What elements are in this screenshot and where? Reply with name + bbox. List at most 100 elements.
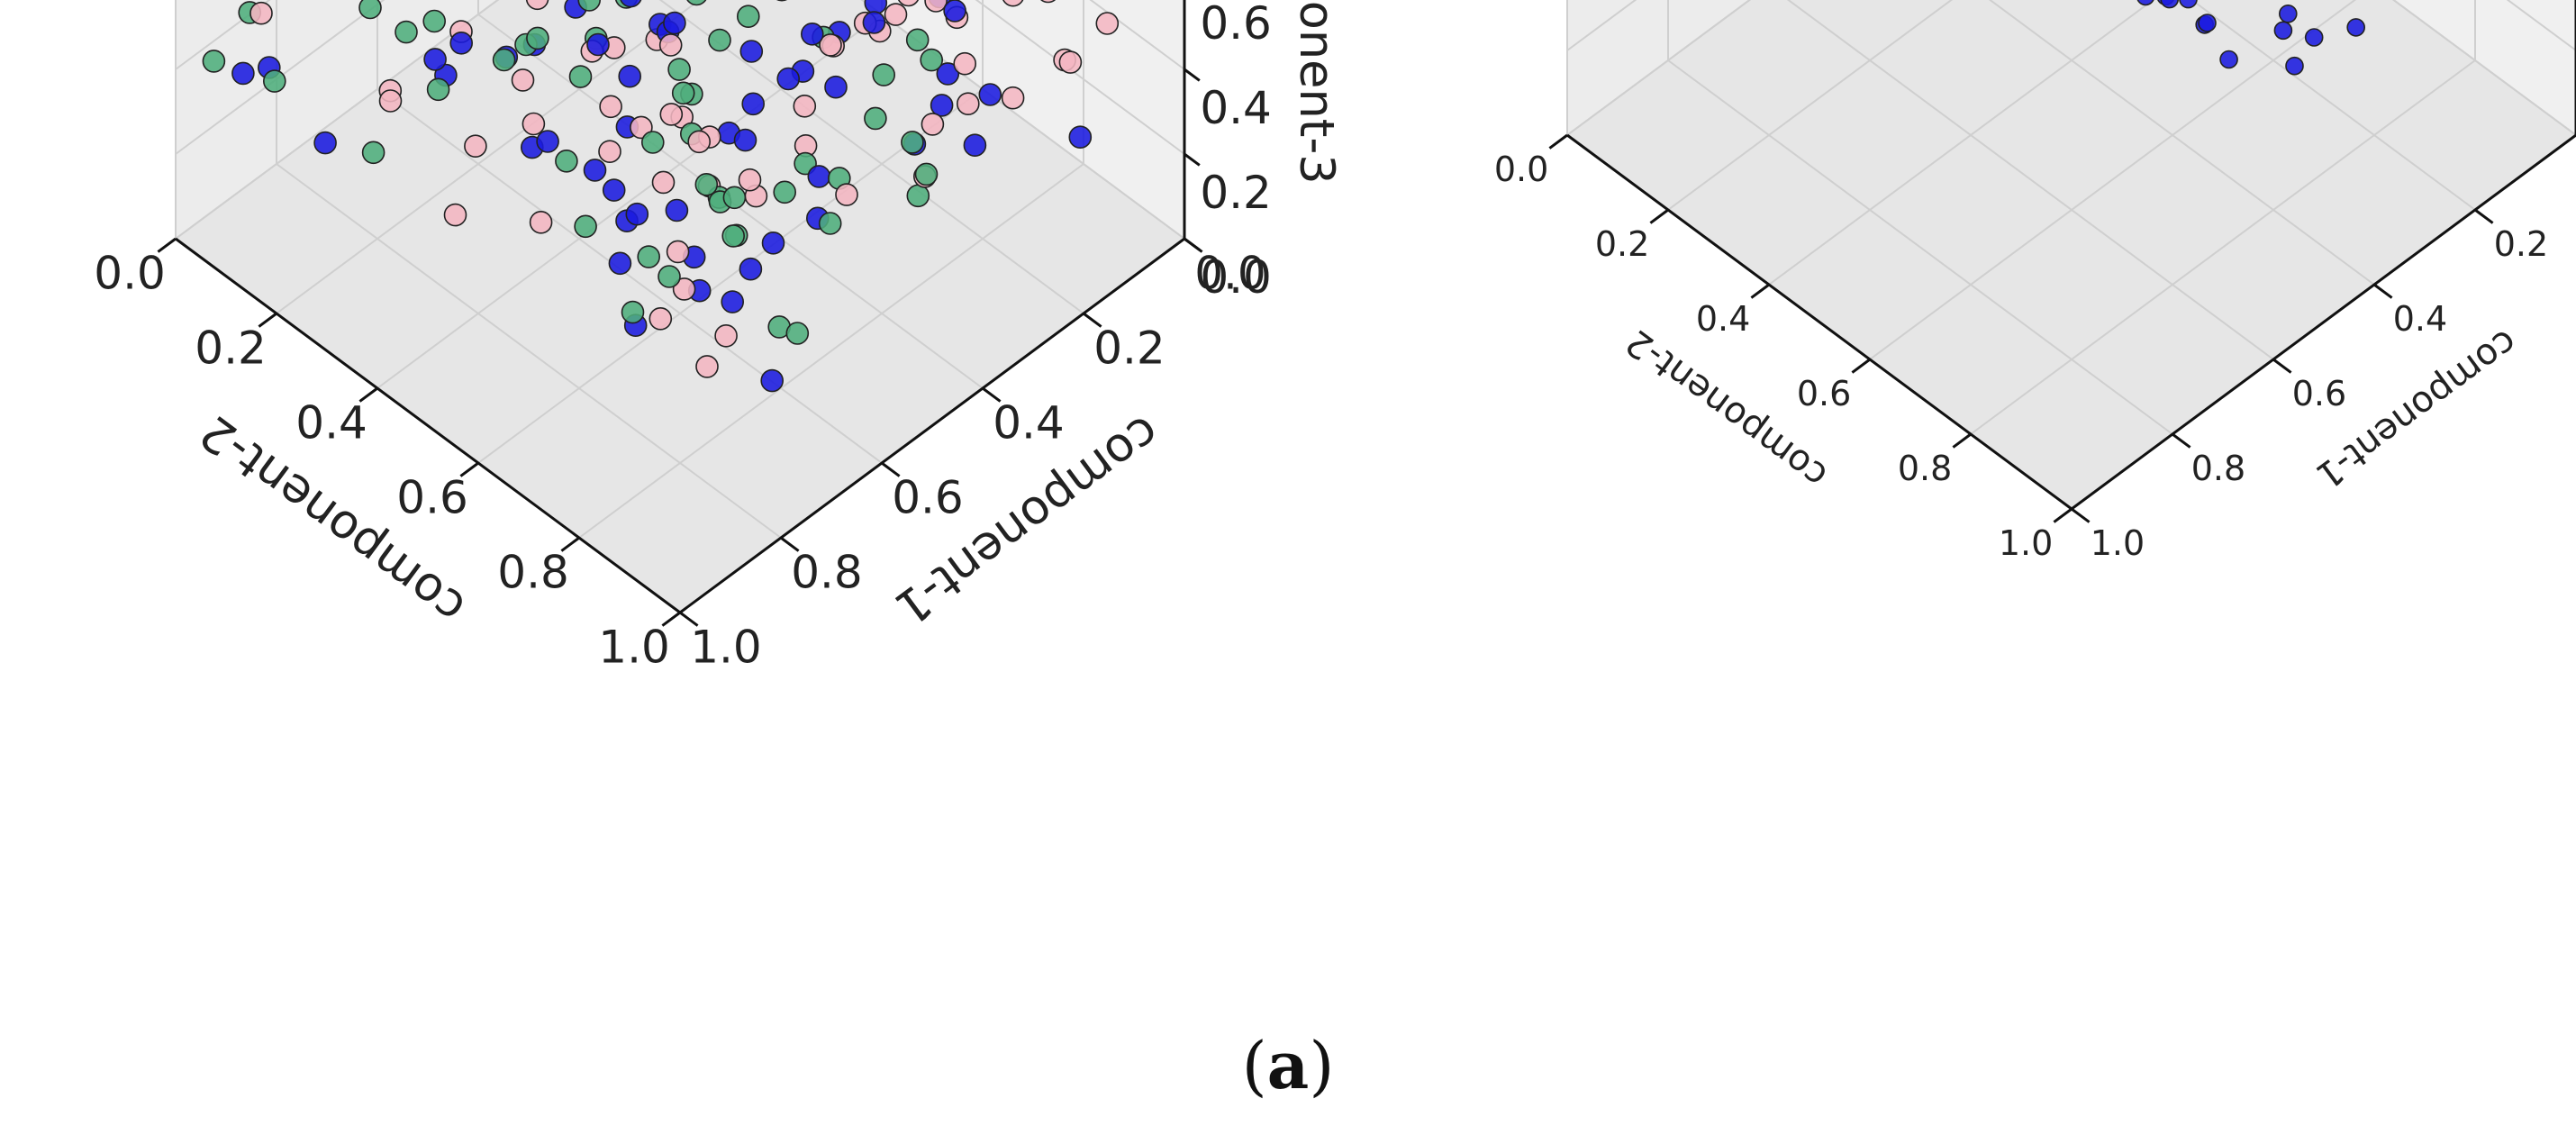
point-cluster-green — [914, 162, 939, 186]
point-cluster-pink — [529, 211, 553, 234]
x-tick — [982, 386, 1002, 403]
x-axis-line — [679, 237, 1185, 614]
point-cluster-green — [901, 131, 924, 154]
y-tick-label: 0.6 — [1797, 374, 1851, 413]
point-cluster-pink — [672, 277, 696, 301]
tick-marks: 0.00.20.40.60.81.00.00.20.40.60.81.00.00… — [94, 0, 1272, 673]
tick-marks: 0.00.20.40.60.81.00.00.20.40.60.81.00.00… — [1494, 50, 2576, 563]
point-cluster-green — [906, 184, 930, 208]
x-tick-label: 0.8 — [791, 546, 863, 598]
point-cluster-green — [773, 180, 797, 204]
grid-line — [1089, 0, 1185, 70]
point-cluster-green — [708, 28, 731, 52]
grid-line — [1988, 0, 2375, 286]
y-tick — [2053, 507, 2073, 523]
point-cluster-green — [694, 173, 719, 196]
point-cluster-blue — [936, 62, 960, 86]
point-cluster-pink — [687, 130, 712, 154]
point-cluster-blue — [800, 22, 824, 46]
point-cluster-blue — [760, 368, 785, 393]
y-tick — [157, 237, 177, 253]
grid-line — [1869, 0, 2357, 360]
y-tick — [560, 536, 580, 552]
point-cluster-pink — [714, 323, 738, 348]
point-cluster-green — [872, 63, 896, 86]
point-cluster-green — [262, 69, 286, 93]
point-cluster-blue — [2304, 28, 2324, 47]
point-cluster-pink — [953, 51, 976, 76]
point-cluster-green — [202, 50, 226, 73]
point-cluster-green — [621, 300, 645, 324]
y-tick — [1750, 283, 1770, 299]
point-cluster-pink — [511, 68, 535, 92]
z-tick — [1184, 68, 1201, 82]
point-cluster-pink — [658, 33, 683, 57]
x-tick-label: 0.4 — [993, 396, 1065, 449]
point-cluster-green — [426, 77, 450, 102]
point-cluster-blue — [1068, 125, 1093, 149]
point-cluster-blue — [2198, 14, 2217, 32]
point-cluster-blue — [721, 290, 745, 313]
point-cluster-pink — [378, 89, 403, 113]
x-tick-label: 0.0 — [1194, 247, 1266, 299]
y-tick — [661, 611, 681, 627]
y-tick — [1952, 432, 1972, 449]
point-cluster-pink — [835, 183, 858, 206]
x-tick — [780, 536, 800, 552]
z-tick-label: 0.2 — [1200, 167, 1272, 219]
grid-line — [1566, 0, 1752, 136]
x-tick-label: 1.0 — [690, 621, 762, 673]
grid-line — [1768, 0, 2155, 286]
y-tick-label: 1.0 — [1999, 523, 2053, 563]
point-cluster-blue — [449, 31, 474, 55]
point-cluster-blue — [963, 133, 987, 157]
pane-floor — [176, 0, 1184, 613]
point-cluster-blue — [665, 198, 689, 222]
point-cluster-green — [637, 245, 661, 268]
plot-right-3d-scatter: 0.00.20.40.60.81.00.00.20.40.60.81.00.00… — [1494, 0, 2576, 563]
point-cluster-green — [395, 20, 418, 44]
point-cluster-pink — [598, 140, 621, 163]
point-cluster-green — [920, 48, 943, 72]
point-cluster-green — [864, 106, 887, 131]
y-tick-label: 0.8 — [1898, 449, 1952, 488]
point-cluster-green — [358, 0, 382, 20]
y-tick-label: 0.0 — [94, 247, 166, 299]
point-cluster-pink — [1002, 0, 1024, 7]
point-cluster-blue — [807, 165, 831, 188]
z-tick-label: 0.0 — [1200, 251, 1272, 304]
y-tick-label: 0.4 — [1696, 299, 1750, 339]
axes — [175, 0, 1186, 614]
point-cluster-pink — [793, 95, 817, 118]
point-cluster-blue — [2179, 0, 2198, 9]
point-cluster-pink — [651, 170, 676, 195]
y-tick — [459, 461, 479, 477]
point-cluster-pink — [738, 168, 762, 192]
point-cluster-pink — [464, 134, 487, 158]
point-cluster-green — [776, 0, 788, 2]
point-cluster-pink — [921, 113, 945, 136]
point-cluster-pink — [924, 0, 948, 13]
point-cluster-blue — [862, 11, 886, 34]
point-cluster-green — [667, 58, 691, 81]
point-cluster-blue — [733, 128, 757, 152]
y-axis-line — [1566, 133, 2073, 511]
point-cluster-blue — [231, 61, 255, 86]
point-cluster-green — [818, 212, 842, 235]
y-tick-label: 0.0 — [1494, 150, 1548, 189]
point-cluster-green — [722, 186, 747, 210]
point-cluster-green — [905, 28, 930, 52]
figure-caption: (a) — [0, 1027, 2576, 1103]
y-axis-line — [175, 237, 681, 614]
y-tick-label: 1.0 — [598, 621, 670, 673]
point-cluster-green — [577, 0, 601, 12]
grid-line — [1786, 0, 2274, 360]
y-tick — [358, 386, 378, 403]
grid-line — [477, 88, 984, 464]
scatter-points — [2136, 0, 2365, 76]
point-cluster-blue — [586, 32, 610, 57]
grid-line — [578, 163, 1084, 539]
caption-letter: a — [1266, 1027, 1310, 1103]
grid-line — [376, 88, 883, 464]
